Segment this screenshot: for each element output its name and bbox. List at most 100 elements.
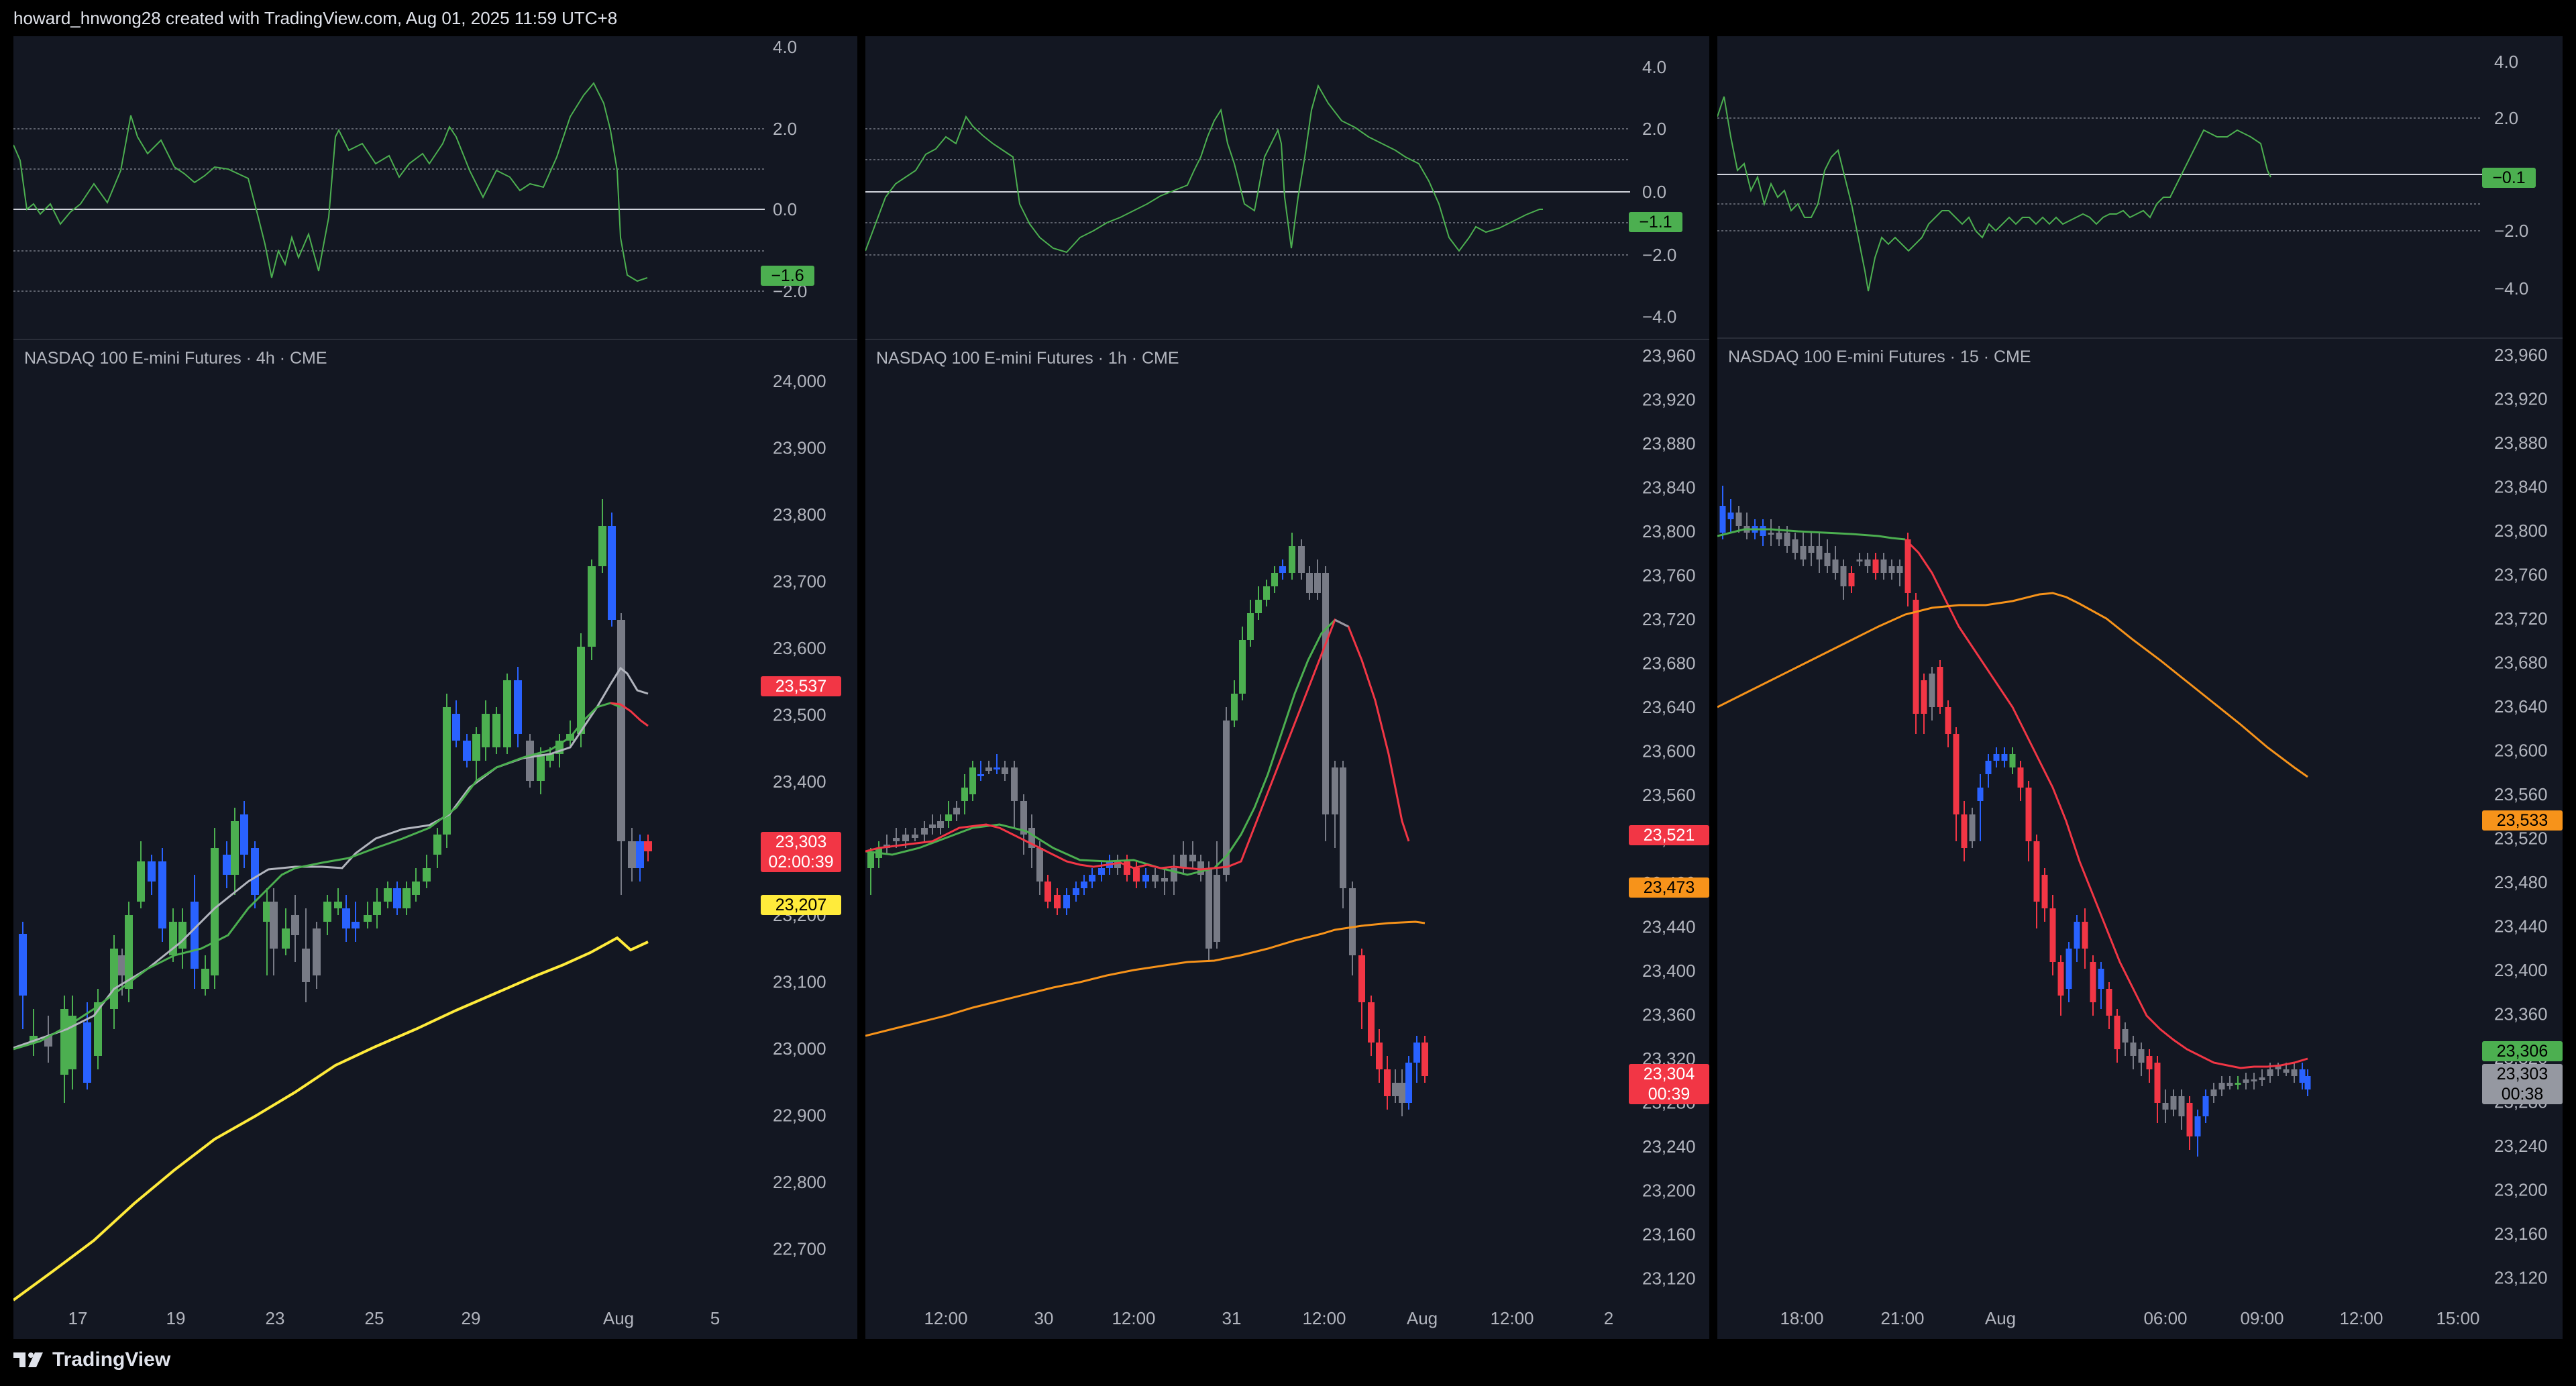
time-axis-label: 31 bbox=[1222, 1308, 1242, 1328]
candle-body bbox=[2098, 969, 2104, 989]
time-axis-label: Aug bbox=[1407, 1308, 1438, 1328]
price-axis-label: 23,760 bbox=[2494, 565, 2548, 585]
time-axis-label: 12:00 bbox=[2339, 1308, 2383, 1328]
candle-body bbox=[1271, 573, 1278, 586]
candle-body bbox=[1063, 895, 1070, 908]
candle-body bbox=[1913, 600, 1919, 714]
oscillator-axis-label: 4.0 bbox=[773, 37, 797, 57]
candle-body bbox=[1289, 546, 1295, 573]
chart-symbol-title: NASDAQ 100 E-mini Futures · 4h · CME bbox=[24, 349, 327, 368]
candle-body bbox=[2106, 989, 2112, 1016]
candle-body bbox=[2170, 1096, 2177, 1110]
candle-body bbox=[1089, 875, 1095, 882]
candle-body bbox=[1376, 1043, 1383, 1069]
time-axis-label: 2 bbox=[1604, 1308, 1613, 1328]
candle-body bbox=[1929, 674, 1935, 707]
candle-body bbox=[893, 838, 900, 841]
tradingview-logo-text: TradingView bbox=[52, 1348, 171, 1371]
candle-body bbox=[137, 861, 145, 902]
oscillator-value-tag: −1.6 bbox=[761, 266, 814, 286]
candle-body bbox=[2251, 1079, 2257, 1081]
candle-body bbox=[402, 888, 411, 908]
candle-body bbox=[1223, 721, 1230, 875]
candle-body bbox=[2025, 788, 2032, 841]
price-axis-label: 23,400 bbox=[773, 771, 826, 792]
candle-body bbox=[334, 902, 342, 908]
candle-body bbox=[2243, 1079, 2249, 1083]
price-tag-ema-red: 23,537 bbox=[761, 676, 841, 696]
candle-body bbox=[1054, 895, 1061, 908]
price-tag-ema-green: 23,306 bbox=[2482, 1041, 2563, 1061]
time-axis-label: 25 bbox=[365, 1308, 384, 1328]
candle-body bbox=[2202, 1096, 2209, 1116]
candle-body bbox=[1020, 801, 1027, 835]
candle-body bbox=[1358, 955, 1365, 1002]
ema-line-green bbox=[13, 702, 621, 1051]
price-tag-ema-red: 23,521 bbox=[1629, 825, 1709, 845]
chart-panel-1h[interactable]: 4.0 2.0 0.0 −2.0 −4.0 23,960 23,920 23,880 23,84… bbox=[865, 36, 1709, 1339]
candle-body bbox=[1332, 767, 1338, 814]
candle-body bbox=[1298, 546, 1305, 573]
candle-body bbox=[1921, 680, 1927, 714]
candle-body bbox=[251, 848, 259, 895]
price-tag-ema-orange: 23,533 bbox=[2482, 810, 2563, 831]
candle-body bbox=[1784, 533, 1790, 546]
price-axis-label: 23,880 bbox=[2494, 433, 2548, 453]
candle-body bbox=[2259, 1077, 2265, 1080]
candle-body bbox=[313, 928, 321, 975]
candle-body bbox=[393, 888, 401, 908]
oscillator-axis-label: −2.0 bbox=[1642, 245, 1676, 265]
ema-line-yellow bbox=[13, 936, 649, 1301]
candle-body bbox=[68, 1016, 76, 1069]
candle-body bbox=[1231, 694, 1238, 721]
price-axis-label: 23,160 bbox=[2494, 1224, 2548, 1244]
oscillator-line bbox=[1717, 96, 2271, 292]
price-axis-label: 24,000 bbox=[773, 371, 826, 391]
candle-body bbox=[1792, 539, 1799, 553]
ema-line-orange bbox=[1717, 592, 2308, 778]
time-axis-label: Aug bbox=[603, 1308, 634, 1328]
time-axis-label: 09:00 bbox=[2240, 1308, 2284, 1328]
candle-body bbox=[1011, 767, 1018, 801]
chart-canvas-1h[interactable]: 4.0 2.0 0.0 −2.0 −4.0 23,960 23,920 23,880 23,84… bbox=[865, 36, 1709, 1339]
candle-body bbox=[1152, 875, 1159, 882]
price-axis-label: 22,800 bbox=[773, 1172, 826, 1192]
chart-canvas-15m[interactable]: 4.0 2.0 −2.0 −4.0 23,960 23,920 23,880 23,840 23… bbox=[1717, 36, 2563, 1339]
candle-body bbox=[412, 882, 420, 895]
candle-body bbox=[1322, 573, 1329, 814]
price-tag-last: 23,304 00:39 bbox=[1629, 1064, 1709, 1104]
candle-body bbox=[929, 824, 936, 828]
price-axis-label: 23,160 bbox=[1642, 1224, 1696, 1244]
oscillator-axis-label: 2.0 bbox=[1642, 119, 1666, 139]
top-bar: howard_hnwong28 created with TradingView… bbox=[0, 0, 2576, 36]
candle-body bbox=[985, 767, 992, 771]
candle-body bbox=[2130, 1043, 2137, 1056]
chart-symbol-title: NASDAQ 100 E-mini Futures · 15 · CME bbox=[1728, 348, 2031, 366]
candle-body bbox=[1314, 573, 1321, 593]
chart-panel-4h[interactable]: 4.0 2.0 0.0 −2.0 24,000 23,900 23,800 23,700 23,… bbox=[13, 36, 857, 1339]
price-axis-label: 23,720 bbox=[1642, 609, 1696, 629]
candle-body bbox=[537, 754, 545, 781]
price-axis-label: 23,100 bbox=[773, 972, 826, 992]
candle-body bbox=[1969, 814, 1976, 841]
candle-body bbox=[1840, 566, 1847, 586]
ema-line-red bbox=[610, 702, 649, 727]
oscillator-axis-label: 2.0 bbox=[2494, 108, 2518, 128]
time-axis-label: 12:00 bbox=[1490, 1308, 1534, 1328]
price-axis-label: 23,500 bbox=[773, 705, 826, 725]
chart-panel-15m[interactable]: 4.0 2.0 −2.0 −4.0 23,960 23,920 23,880 23,840 23… bbox=[1717, 36, 2563, 1339]
candle-body bbox=[2218, 1083, 2225, 1089]
candle-body bbox=[2154, 1063, 2161, 1103]
price-axis-label: 23,560 bbox=[2494, 784, 2548, 804]
chart-canvas-4h[interactable]: 4.02.00.0−2.024,00023,90023,80023,70023,… bbox=[13, 36, 857, 1339]
candle-body bbox=[2162, 1103, 2169, 1110]
candle-body bbox=[577, 647, 585, 734]
oscillator-line bbox=[13, 82, 648, 282]
tradingview-logo[interactable]: TradingView bbox=[13, 1348, 170, 1371]
time-axis-label: 21:00 bbox=[1880, 1308, 1924, 1328]
candle-body bbox=[2017, 767, 2024, 788]
oscillator-axis-label: −2.0 bbox=[2494, 221, 2528, 241]
oscillator-value-tag: −1.1 bbox=[1629, 212, 1682, 232]
price-axis-label: 22,700 bbox=[773, 1239, 826, 1259]
candle-body bbox=[452, 714, 460, 741]
